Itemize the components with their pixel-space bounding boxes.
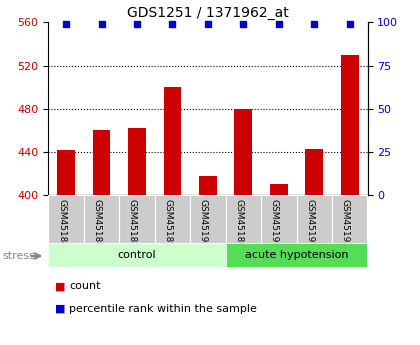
- Bar: [261, 195, 297, 243]
- Bar: [234, 109, 252, 195]
- Text: GSM45193: GSM45193: [199, 199, 208, 248]
- Bar: [48, 243, 226, 267]
- Bar: [297, 195, 332, 243]
- Text: count: count: [69, 282, 101, 291]
- Text: GSM45189: GSM45189: [163, 199, 173, 248]
- Text: GSM45190: GSM45190: [270, 199, 279, 248]
- Bar: [226, 195, 261, 243]
- Bar: [305, 149, 323, 195]
- Text: stress: stress: [2, 251, 35, 261]
- Bar: [226, 243, 368, 267]
- Text: percentile rank within the sample: percentile rank within the sample: [69, 304, 257, 314]
- Text: acute hypotension: acute hypotension: [245, 250, 348, 260]
- Text: GSM45186: GSM45186: [92, 199, 102, 248]
- Bar: [341, 55, 359, 195]
- Bar: [128, 128, 146, 195]
- Bar: [57, 150, 75, 195]
- Text: GSM45184: GSM45184: [57, 199, 66, 248]
- Text: GSM45187: GSM45187: [128, 199, 137, 248]
- Bar: [155, 195, 190, 243]
- Bar: [84, 195, 119, 243]
- Title: GDS1251 / 1371962_at: GDS1251 / 1371962_at: [127, 6, 289, 20]
- Bar: [199, 176, 217, 195]
- Text: ■: ■: [55, 282, 65, 291]
- Text: GSM45188: GSM45188: [234, 199, 243, 248]
- Bar: [93, 130, 110, 195]
- Text: control: control: [118, 250, 156, 260]
- Bar: [119, 195, 155, 243]
- Text: GSM45192: GSM45192: [341, 199, 350, 248]
- Bar: [190, 195, 226, 243]
- Text: ■: ■: [55, 304, 65, 314]
- Bar: [48, 195, 84, 243]
- Bar: [163, 87, 181, 195]
- Bar: [270, 184, 288, 195]
- Text: GSM45191: GSM45191: [305, 199, 314, 248]
- Bar: [332, 195, 368, 243]
